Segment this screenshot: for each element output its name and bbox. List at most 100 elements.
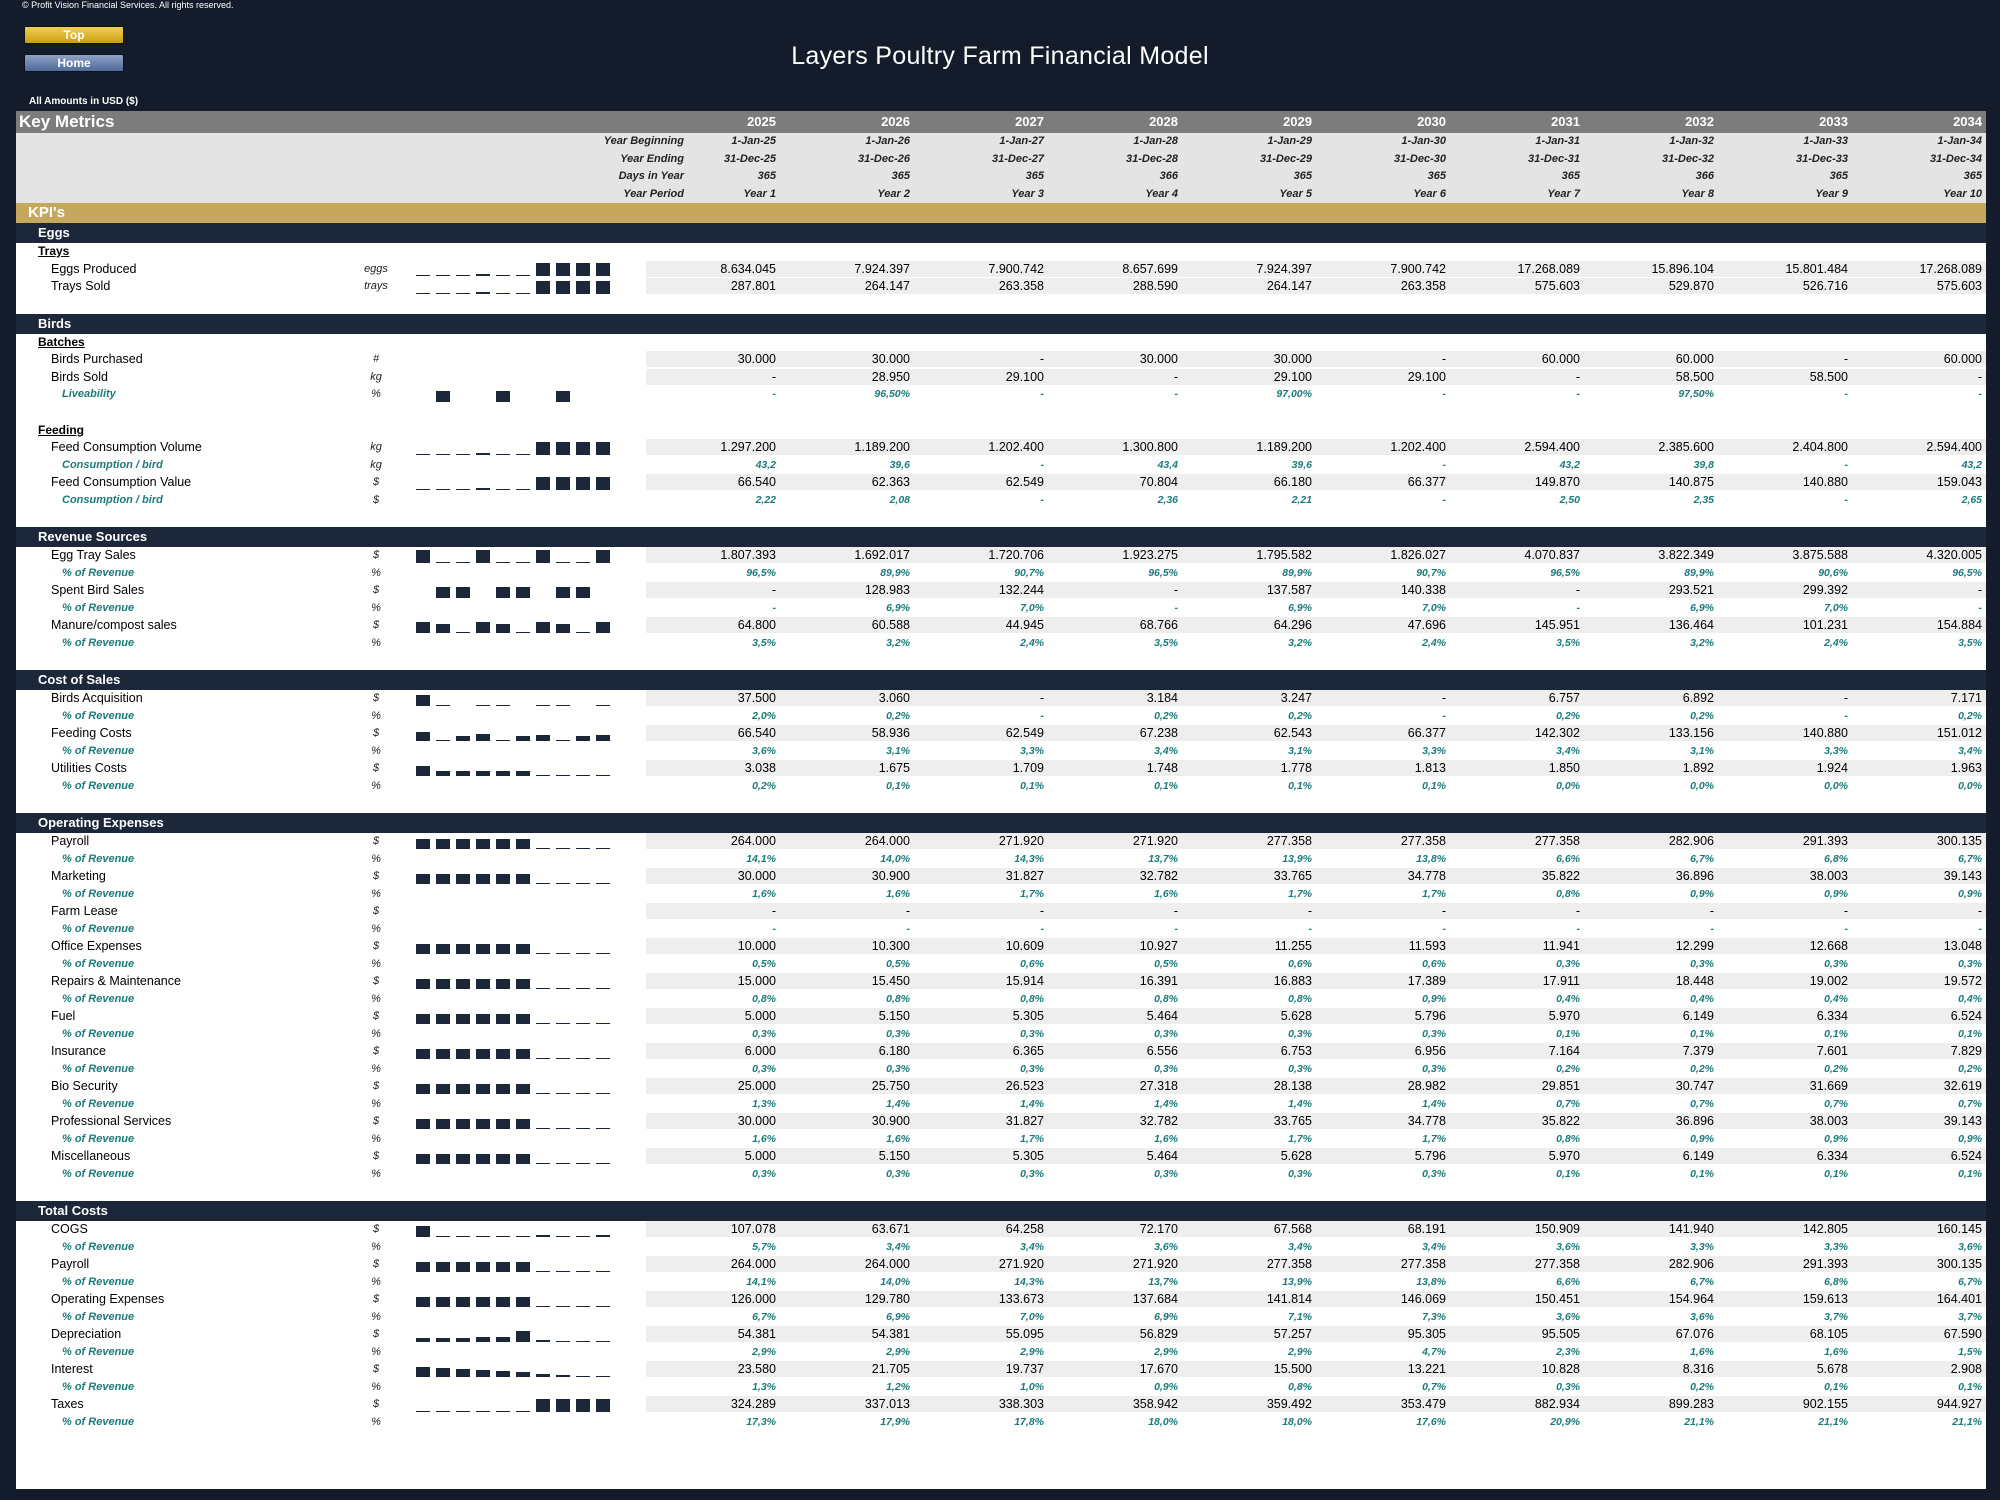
value-cell: 145.951 [1534, 618, 1580, 632]
value-cell: 5,7% [752, 1240, 776, 1253]
value-cell: 291.393 [1802, 834, 1848, 848]
period-info-cell: 365 [1561, 170, 1580, 182]
ratio-label: % of Revenue [62, 566, 135, 579]
sparkline [416, 1291, 636, 1309]
value-cell: 43,2 [1559, 458, 1580, 471]
value-cell: 21.705 [871, 1362, 910, 1376]
metric-row: Professional Services $30.000 30.900 31.827… [16, 1113, 1986, 1131]
metric-row: Miscellaneous $5.000 5.150 5.305 5.464 5.628 5… [16, 1148, 1986, 1166]
sparkline-bar [596, 280, 610, 294]
value-cell: 0,1% [1958, 1380, 1982, 1393]
sparkline-bar [476, 838, 490, 849]
ratio-label: % of Revenue [62, 636, 135, 649]
value-cell: 1.297.200 [720, 440, 776, 454]
sparkline-bar [496, 739, 510, 741]
value-cell: 137.587 [1266, 583, 1312, 597]
value-cell: 30.000 [737, 869, 776, 883]
value-cell: 29.851 [1541, 1079, 1580, 1093]
ratio-label: % of Revenue [62, 922, 135, 935]
value-cell: 159.613 [1802, 1292, 1848, 1306]
value-cell: 13,9% [1282, 852, 1312, 865]
value-cell: 60.000 [1675, 352, 1714, 366]
section-header: Revenue Sources [16, 527, 1986, 547]
value-cell: - [1843, 904, 1848, 918]
sparkline-bar [556, 441, 570, 455]
value-cell: 6.334 [1816, 1009, 1848, 1023]
value-cell: 164.401 [1936, 1292, 1982, 1306]
value-cell: 25.000 [737, 1079, 776, 1093]
value-cell: 67.568 [1273, 1222, 1312, 1236]
value-cell: - [1710, 922, 1715, 935]
sparkline-bar [456, 770, 470, 776]
sparkline-bar [596, 1398, 610, 1412]
home-button[interactable]: Home [24, 54, 124, 72]
sparkline-bar [536, 1270, 550, 1272]
unit-label: $ [372, 1258, 380, 1270]
value-cell: 26.523 [1005, 1079, 1044, 1093]
value-cell: 5.970 [1548, 1009, 1580, 1023]
value-cell: 7.171 [1950, 691, 1982, 705]
sparkline-bar [536, 1339, 550, 1342]
value-cell: 0,4% [1824, 992, 1848, 1005]
value-cell: 27.318 [1139, 1079, 1178, 1093]
value-cell: - [1442, 493, 1447, 506]
value-cell: 0,9% [1690, 887, 1714, 900]
sparkline-bar [436, 1367, 450, 1377]
year-header-cell: 2031 [1551, 114, 1580, 129]
metric-row: Birds Acquisition $37.500 3.060 - 3.184 3.247… [16, 690, 1986, 708]
value-cell: 28.138 [1273, 1079, 1312, 1093]
value-cell: 1,6% [1690, 1345, 1714, 1358]
period-info-cell: 366 [1695, 170, 1714, 182]
ratio-label: % of Revenue [62, 957, 135, 970]
value-cell: 2,9% [1154, 1345, 1178, 1358]
value-cell: 13.048 [1943, 939, 1982, 953]
value-cell: 0,9% [1422, 992, 1446, 1005]
sparkline-bar [416, 943, 430, 954]
unit-label: $ [372, 584, 380, 596]
value-cell: 1,6% [1154, 887, 1178, 900]
value-cell: 15.896.104 [1651, 261, 1714, 276]
sparkline-bar [516, 978, 530, 989]
value-cell: 13,7% [1148, 1275, 1178, 1288]
value-cell: 359.492 [1266, 1397, 1312, 1411]
value-cell: 1.892 [1682, 761, 1714, 775]
value-cell: 0,2% [1690, 1380, 1714, 1393]
value-cell: 1,5% [1958, 1345, 1982, 1358]
value-cell: 62.549 [1005, 475, 1044, 489]
value-cell: 8.316 [1682, 1362, 1714, 1376]
sparkline-bar [436, 1337, 450, 1342]
value-cell: 133.673 [998, 1292, 1044, 1306]
sparkline-bar [596, 847, 610, 849]
value-cell: 19.572 [1943, 974, 1982, 988]
period-info-cell: Year 2 [877, 187, 910, 200]
value-band [646, 1221, 1986, 1237]
unit-label: % [371, 388, 381, 400]
ratio-row: % of Revenue% 0,2% 0,1% 0,1% 0,1% 0,1% 0,1% 0,0… [16, 778, 1986, 796]
period-info-cell: 365 [1293, 170, 1312, 182]
spacer-row [16, 296, 1986, 314]
unit-label: # [372, 353, 380, 365]
value-cell: 21,1% [1818, 1415, 1848, 1428]
value-band [646, 617, 1986, 633]
value-cell: 1,6% [1154, 1132, 1178, 1145]
year-header-cell: 2026 [881, 114, 910, 129]
value-cell: 0,3% [886, 1167, 910, 1180]
value-cell: 271.920 [998, 1257, 1044, 1271]
value-cell: - [1575, 904, 1580, 918]
sparkline-bar [576, 263, 590, 276]
value-cell: 2,4% [1422, 636, 1446, 649]
sparkline [416, 474, 636, 492]
sparkline-bar [416, 1410, 430, 1412]
value-cell: 43,4 [1157, 458, 1178, 471]
top-button[interactable]: Top [24, 26, 124, 44]
period-info-cell: Year 8 [1681, 187, 1714, 200]
value-cell: - [772, 601, 777, 614]
sparkline-bar [576, 987, 590, 989]
value-cell: - [772, 922, 777, 935]
ratio-label: % of Revenue [62, 601, 135, 614]
sparkline-bar [536, 1092, 550, 1094]
value-cell: 0,3% [1020, 1167, 1044, 1180]
sparkline-bar [456, 586, 470, 598]
value-cell: 2,9% [1288, 1345, 1312, 1358]
sparkline [416, 1113, 636, 1131]
